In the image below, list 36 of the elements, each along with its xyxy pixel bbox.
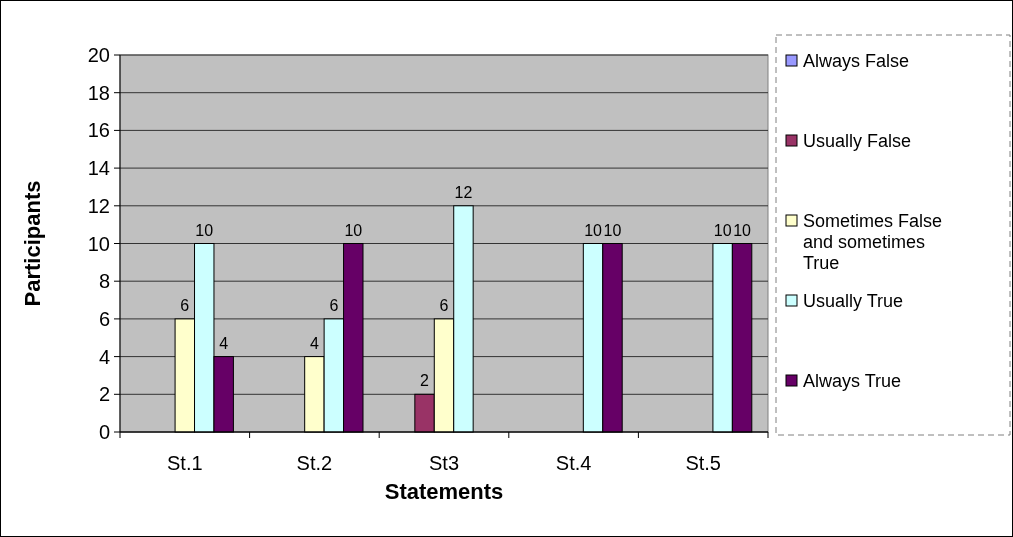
- legend-label: Usually True: [803, 291, 904, 311]
- x-tick-label: St.1: [167, 452, 203, 474]
- y-tick-label: 2: [98, 383, 110, 406]
- y-tick-label: 14: [87, 157, 110, 180]
- x-tick-label: St.2: [296, 452, 333, 474]
- data-label: 10: [603, 221, 622, 239]
- legend-label: Usually False: [803, 131, 912, 151]
- data-label: 2: [420, 372, 430, 390]
- x-tick-label: St3: [428, 452, 460, 474]
- data-label: 6: [329, 296, 339, 314]
- x-tick-label: St.4: [555, 452, 592, 474]
- y-tick-label: 6: [98, 307, 110, 330]
- y-axis-title: Participants: [20, 180, 45, 307]
- x-tick-label: St.5: [685, 452, 721, 474]
- y-tick-label: 16: [87, 119, 110, 142]
- legend-label: Always True: [803, 371, 902, 391]
- data-label: 10: [713, 221, 732, 239]
- y-tick-label: 10: [87, 232, 110, 255]
- y-tick-label: 4: [98, 345, 110, 368]
- data-label: 10: [584, 221, 603, 239]
- legend-label: Always False: [803, 51, 910, 71]
- data-label: 4: [219, 334, 229, 352]
- y-tick-label: 12: [87, 194, 110, 217]
- x-axis-title: Statements: [384, 479, 504, 504]
- y-tick-label: 0: [98, 421, 110, 443]
- y-tick-label: 8: [98, 270, 110, 293]
- data-label: 10: [733, 221, 752, 239]
- data-label: 6: [180, 296, 190, 314]
- legend-label: Sometimes False and sometimes True: [803, 211, 943, 273]
- y-tick-label: 18: [87, 81, 110, 104]
- data-label: 4: [309, 334, 319, 352]
- data-label: 12: [454, 183, 473, 201]
- data-label: 10: [195, 221, 214, 239]
- y-tick-label: 20: [87, 44, 110, 66]
- data-label: 6: [439, 296, 449, 314]
- data-label: 10: [344, 221, 363, 239]
